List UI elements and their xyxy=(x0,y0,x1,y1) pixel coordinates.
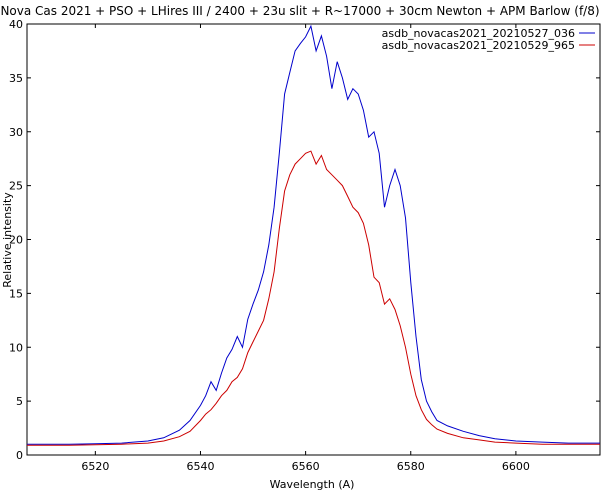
y-tick-label-0: 0 xyxy=(16,449,23,462)
y-tick-label-8: 40 xyxy=(9,18,23,31)
plot-frame xyxy=(26,23,601,456)
y-tick-label-4: 20 xyxy=(9,234,23,247)
y-axis-label: Relative intensity xyxy=(1,192,14,288)
y-tick-label-1: 5 xyxy=(16,395,23,408)
chart-title: Nova Cas 2021 + PSO + LHires III / 2400 … xyxy=(0,4,599,18)
y-tick-label-2: 10 xyxy=(9,341,23,354)
y-tick-label-5: 25 xyxy=(9,180,23,193)
series-line-0 xyxy=(27,24,600,445)
series-line-1 xyxy=(27,150,600,446)
x-tick-label-1: 6540 xyxy=(186,460,214,473)
legend: asdb_novacas2021_20210527_036asdb_novaca… xyxy=(382,27,595,52)
x-tick-label-3: 6580 xyxy=(397,460,425,473)
y-tick-label-3: 15 xyxy=(9,287,23,300)
y-tick-label-7: 35 xyxy=(9,72,23,85)
x-tick-label-4: 6600 xyxy=(502,460,530,473)
x-tick-label-2: 6560 xyxy=(292,460,320,473)
y-tick-label-6: 30 xyxy=(9,126,23,139)
legend-label-0: asdb_novacas2021_20210527_036 xyxy=(382,27,575,40)
series-layer xyxy=(27,24,600,446)
x-tick-label-0: 6520 xyxy=(81,460,109,473)
y-axis: 0 5 10 15 20 25 30 35 40 xyxy=(9,18,600,462)
x-axis: 6520 6540 6560 6580 6600 xyxy=(81,24,530,473)
legend-label-1: asdb_novacas2021_20210529_965 xyxy=(382,39,575,52)
x-axis-label: Wavelength (A) xyxy=(270,478,355,491)
